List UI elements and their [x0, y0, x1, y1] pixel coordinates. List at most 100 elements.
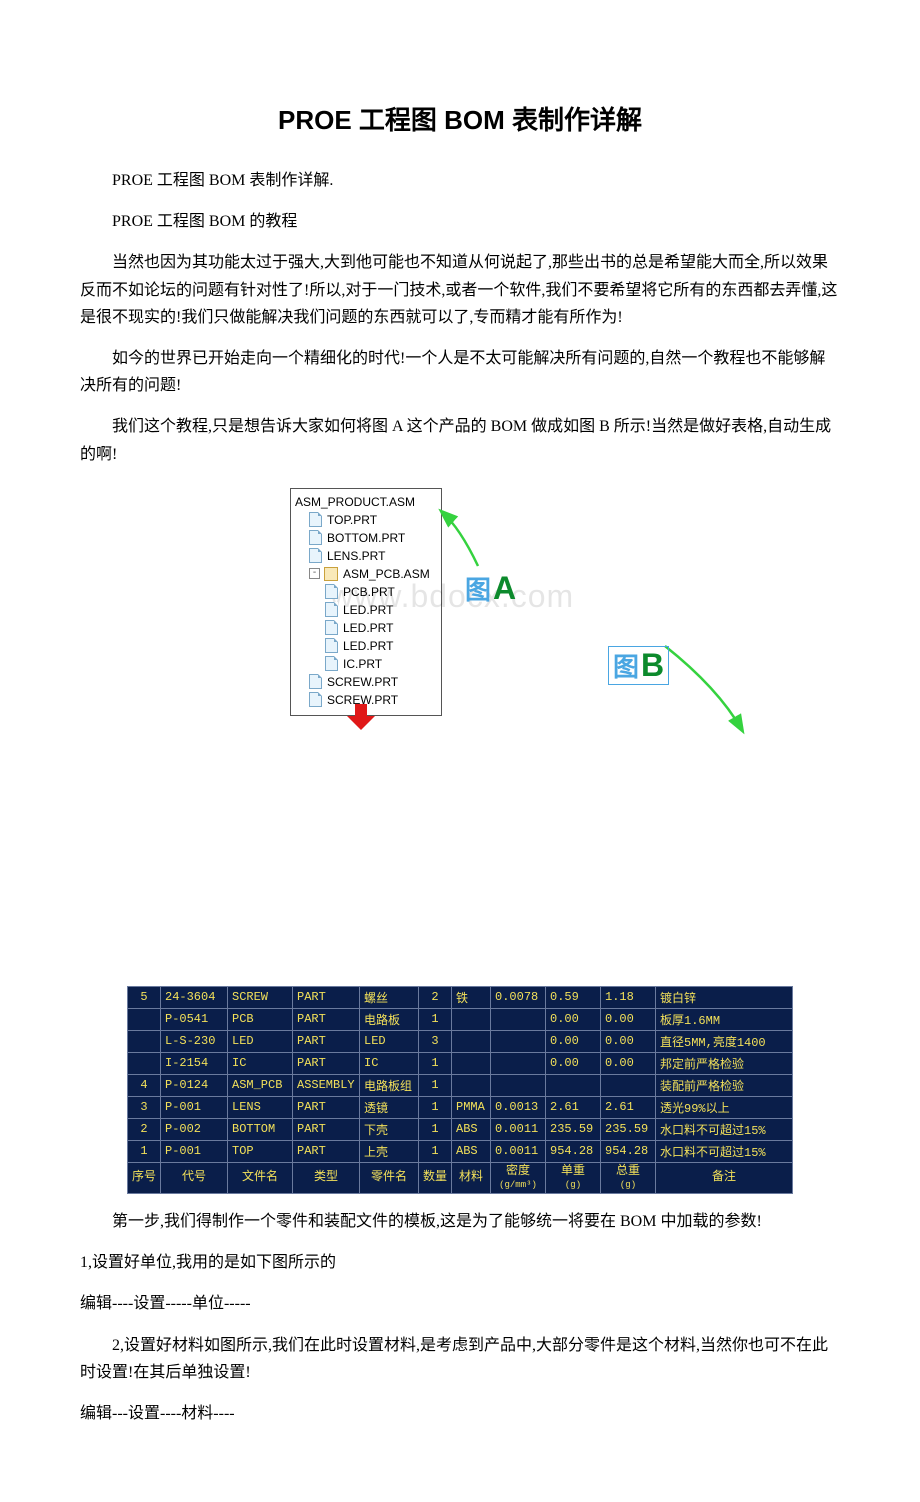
cell-tw: 0.00 — [601, 1008, 656, 1030]
cell-type: PART — [293, 1096, 360, 1118]
col-code: 代号 — [161, 1162, 228, 1193]
file-icon — [309, 692, 322, 707]
cell-uw: 0.00 — [546, 1008, 601, 1030]
table-row: 4P-0124ASM_PCBASSEMBLY电路板组1装配前严格检验 — [127, 1074, 792, 1096]
cell-tw: 954.28 — [601, 1140, 656, 1162]
col-mat: 材料 — [452, 1162, 491, 1193]
cell-file: PCB — [228, 1008, 293, 1030]
cell-type: PART — [293, 1140, 360, 1162]
cell-tw: 235.59 — [601, 1118, 656, 1140]
cell-den: 0.0011 — [491, 1140, 546, 1162]
cell-uw: 235.59 — [546, 1118, 601, 1140]
file-icon — [309, 548, 322, 563]
file-icon — [309, 512, 322, 527]
col-seq: 序号 — [127, 1162, 160, 1193]
tree-item: TOP.PRT — [327, 511, 377, 529]
cell-type: PART — [293, 1008, 360, 1030]
tree-item: SCREW.PRT — [327, 673, 398, 691]
cell-uw: 0.59 — [546, 986, 601, 1008]
cell-den — [491, 1030, 546, 1052]
cell-tw: 0.00 — [601, 1052, 656, 1074]
red-arrow-icon — [350, 704, 372, 728]
cell-qty: 3 — [419, 1030, 452, 1052]
cell-mat: PMMA — [452, 1096, 491, 1118]
cell-type: PART — [293, 986, 360, 1008]
file-icon — [309, 674, 322, 689]
cell-note: 直径5MM,亮度1400 — [656, 1030, 793, 1052]
cell-seq — [127, 1008, 160, 1030]
cell-uw: 0.00 — [546, 1052, 601, 1074]
cell-mat — [452, 1074, 491, 1096]
cell-pname: 电路板 — [360, 1008, 419, 1030]
cell-den — [491, 1052, 546, 1074]
cell-file: TOP — [228, 1140, 293, 1162]
cell-qty: 2 — [419, 986, 452, 1008]
cell-note: 透光99%以上 — [656, 1096, 793, 1118]
cell-pname: 透镜 — [360, 1096, 419, 1118]
tree-item: LENS.PRT — [327, 547, 385, 565]
cell-den: 0.0078 — [491, 986, 546, 1008]
cell-qty: 1 — [419, 1096, 452, 1118]
cell-tw: 2.61 — [601, 1096, 656, 1118]
tree-item: IC.PRT — [343, 655, 382, 673]
tree-root: ASM_PRODUCT.ASM — [295, 493, 415, 511]
cell-tw — [601, 1074, 656, 1096]
model-tree: ASM_PRODUCT.ASM TOP.PRT BOTTOM.PRT LENS.… — [290, 488, 442, 716]
cell-mat: ABS — [452, 1118, 491, 1140]
cell-file: LED — [228, 1030, 293, 1052]
col-file: 文件名 — [228, 1162, 293, 1193]
file-icon — [325, 602, 338, 617]
cell-qty: 1 — [419, 1052, 452, 1074]
cell-seq — [127, 1052, 160, 1074]
file-icon — [325, 584, 338, 599]
cell-note: 邦定前严格检验 — [656, 1052, 793, 1074]
tree-item: LED.PRT — [343, 619, 393, 637]
col-tw: 总重(g) — [601, 1162, 656, 1193]
file-icon — [309, 530, 322, 545]
table-row: L-S-230LEDPARTLED30.000.00直径5MM,亮度1400 — [127, 1030, 792, 1052]
figure-container: www.bdocx.com ASM_PRODUCT.ASM TOP.PRT BO… — [80, 488, 840, 966]
cell-code: L-S-230 — [161, 1030, 228, 1052]
cell-code: P-0124 — [161, 1074, 228, 1096]
cell-seq: 1 — [127, 1140, 160, 1162]
table-row: 2P-002BOTTOMPART下壳1ABS0.0011235.59235.59… — [127, 1118, 792, 1140]
table-row: I-2154ICPARTIC10.000.00邦定前严格检验 — [127, 1052, 792, 1074]
bom-header-row: 序号 代号 文件名 类型 零件名 数量 材料 密度(g/mm³) 单重(g) 总… — [127, 1162, 792, 1193]
cell-uw — [546, 1074, 601, 1096]
cell-qty: 1 — [419, 1008, 452, 1030]
cell-seq: 2 — [127, 1118, 160, 1140]
table-row: 1P-001TOPPART上壳1ABS0.0011954.28954.28水口料… — [127, 1140, 792, 1162]
cell-seq: 4 — [127, 1074, 160, 1096]
cell-type: PART — [293, 1118, 360, 1140]
tree-item: BOTTOM.PRT — [327, 529, 405, 547]
label-figure-b: 图B — [608, 646, 669, 685]
cell-den: 0.0011 — [491, 1118, 546, 1140]
cell-pname: 上壳 — [360, 1140, 419, 1162]
col-qty: 数量 — [419, 1162, 452, 1193]
cell-den — [491, 1008, 546, 1030]
cell-mat: 铁 — [452, 986, 491, 1008]
file-icon — [325, 638, 338, 653]
cell-tw: 1.18 — [601, 986, 656, 1008]
collapse-icon[interactable]: - — [309, 568, 320, 579]
cell-file: IC — [228, 1052, 293, 1074]
table-row: 524-3604SCREWPART螺丝2铁0.00780.591.18镀白锌 — [127, 986, 792, 1008]
cell-qty: 1 — [419, 1140, 452, 1162]
cell-file: LENS — [228, 1096, 293, 1118]
cell-mat — [452, 1052, 491, 1074]
diagram-arrows — [160, 488, 760, 738]
cell-file: BOTTOM — [228, 1118, 293, 1140]
cell-pname: 电路板组 — [360, 1074, 419, 1096]
cell-code: P-0541 — [161, 1008, 228, 1030]
col-den: 密度(g/mm³) — [491, 1162, 546, 1193]
page-title: PROE 工程图 BOM 表制作详解 — [80, 100, 840, 137]
paragraph-5: 我们这个教程,只是想告诉大家如何将图 A 这个产品的 BOM 做成如图 B 所示… — [80, 413, 840, 467]
cell-note: 镀白锌 — [656, 986, 793, 1008]
cell-code: 24-3604 — [161, 986, 228, 1008]
cell-code: P-002 — [161, 1118, 228, 1140]
cell-file: ASM_PCB — [228, 1074, 293, 1096]
intro-line-1: PROE 工程图 BOM 表制作详解. — [80, 167, 840, 194]
cell-type: ASSEMBLY — [293, 1074, 360, 1096]
cell-qty: 1 — [419, 1118, 452, 1140]
tree-item: PCB.PRT — [343, 583, 395, 601]
